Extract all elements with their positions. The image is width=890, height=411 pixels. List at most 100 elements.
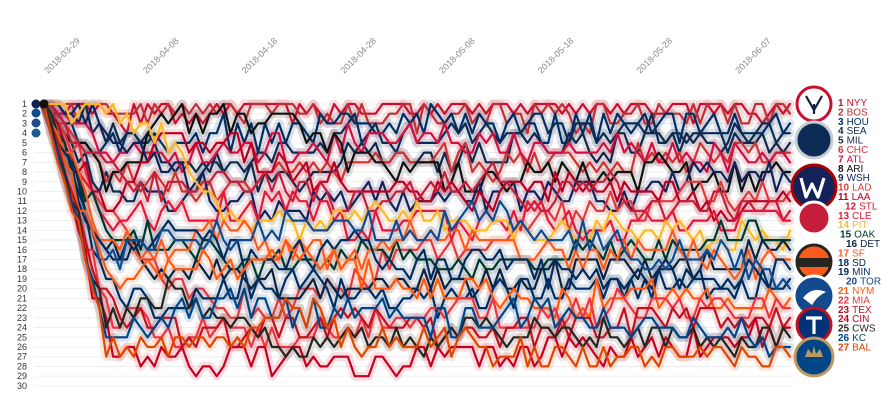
y-axis: 1234567891011121314151617181920212223242… (17, 99, 27, 391)
legend-entry-LAA: 11 LAA (838, 192, 871, 203)
y-tick-label: 17 (17, 255, 27, 265)
y-tick-label: 28 (17, 361, 27, 371)
legend-rank: 16 (846, 239, 858, 250)
legend-rank: 17 (838, 248, 850, 259)
x-tick-label: 2018-06-07 (733, 36, 773, 76)
legend-entry-WSH: 9 WSH (838, 173, 870, 184)
legend-team: MIA (852, 295, 870, 306)
legend-entry-LAD: 10 LAD (838, 183, 872, 194)
legend-entry-CIN: 24 CIN (838, 314, 869, 325)
y-tick-label: 12 (17, 206, 27, 216)
legend-rank: 9 (838, 173, 844, 184)
legend-rank: 15 (840, 230, 852, 241)
royals-crown-icon (805, 346, 823, 357)
legend-team: CIN (852, 314, 869, 325)
series-line-SD (42, 102, 792, 319)
y-tick-label: 7 (22, 157, 27, 167)
y-tick-label: 16 (17, 245, 27, 255)
legend-entry-SEA: 4 SEA (838, 126, 867, 137)
mariners-logo-icon (794, 120, 834, 160)
y-tick-label: 4 (22, 128, 27, 138)
y-tick-label: 30 (17, 381, 27, 391)
legend-rank: 10 (838, 183, 850, 194)
legend-team: WSH (847, 173, 870, 184)
legend-team: ATL (847, 154, 865, 165)
rangers-mark-icon (806, 316, 822, 334)
start-dot (31, 99, 41, 109)
legend-entry-KC: 26 KC (838, 333, 866, 344)
x-tick-label: 2018-05-28 (635, 36, 675, 76)
y-tick-label: 9 (22, 177, 27, 187)
legend-team: LAD (852, 183, 871, 194)
team-logos (790, 85, 838, 378)
legend-entry-MIN: 19 MIN (838, 267, 870, 278)
legend-entry-SD: 18 SD (838, 258, 866, 269)
legend-entry-NYY: 1 NYY (838, 98, 867, 109)
legend-rank: 7 (838, 154, 844, 165)
series-lines-layer (42, 102, 792, 378)
y-tick-label: 1 (22, 99, 27, 109)
legend-entry-DET: 16 DET (846, 239, 880, 250)
legend-team: TOR (860, 277, 881, 288)
y-tick-label: 14 (17, 225, 27, 235)
legend-entry-MIA: 22 MIA (838, 295, 870, 306)
legend-rank: 22 (838, 295, 850, 306)
y-tick-label: 27 (17, 352, 27, 362)
x-tick-label: 2018-05-18 (536, 36, 576, 76)
legend-team: SF (852, 248, 865, 259)
y-tick-label: 10 (17, 186, 27, 196)
legend-team: CHC (847, 145, 869, 156)
y-tick-label: 2 (22, 109, 27, 119)
legend-team: HOU (847, 117, 869, 128)
series-line-KC (42, 102, 792, 358)
legend-rank: 20 (846, 277, 858, 288)
bluejays-mark-icon (803, 290, 826, 305)
x-tick-label: 2018-03-29 (42, 36, 82, 76)
legend-rank: 23 (838, 305, 850, 316)
y-tick-label: 3 (22, 118, 27, 128)
x-tick-label: 2018-04-18 (240, 36, 280, 76)
legend-team: BOS (847, 107, 868, 118)
legend-team: CLE (852, 211, 872, 222)
legend-rank: 27 (838, 342, 850, 353)
yankees-mark-icon (805, 95, 823, 114)
cardinals-logo-icon (796, 200, 832, 236)
start-dot (31, 118, 41, 128)
y-tick-label: 22 (17, 303, 27, 313)
y-tick-label: 6 (22, 148, 27, 158)
legend-entry-OAK: 15 OAK (840, 230, 876, 241)
series-line-TOR (42, 102, 792, 290)
legend-entry-BAL: 27 BAL (838, 342, 871, 353)
legend-team: MIN (852, 267, 870, 278)
legend-entry-STL: 12 STL (845, 201, 878, 212)
y-tick-label: 25 (17, 332, 27, 342)
legend-team: ARI (847, 164, 864, 175)
y-tick-label: 29 (17, 371, 27, 381)
legend-rank: 14 (838, 220, 850, 231)
y-tick-label: 5 (22, 138, 27, 148)
legend-rank: 21 (838, 286, 850, 297)
y-tick-label: 26 (17, 342, 27, 352)
y-tick-label: 20 (17, 284, 27, 294)
legend-team: BAL (852, 342, 871, 353)
legend-rank: 1 (838, 98, 844, 109)
legend-team: SEA (847, 126, 867, 137)
y-tick-label: 8 (22, 167, 27, 177)
legend-rank: 6 (838, 145, 844, 156)
x-tick-label: 2018-04-08 (141, 36, 181, 76)
x-tick-label: 2018-05-08 (437, 36, 477, 76)
y-tick-label: 23 (17, 313, 27, 323)
y-tick-label: 21 (17, 293, 27, 303)
y-tick-label: 13 (17, 216, 27, 226)
x-axis: 2018-03-29 2018-04-08 2018-04-18 2018-04-28… (42, 36, 773, 76)
legend-team: TEX (852, 305, 872, 316)
x-tick-label: 2018-04-28 (338, 36, 378, 76)
legend-team: KC (852, 333, 866, 344)
legend-rank: 5 (838, 136, 844, 147)
legend-rank: 25 (838, 324, 850, 335)
legend-entry-ARI: 8 ARI (838, 164, 863, 175)
start-dot (31, 108, 41, 118)
nationals-mark-icon (799, 177, 826, 199)
legend-rank: 4 (838, 126, 844, 137)
